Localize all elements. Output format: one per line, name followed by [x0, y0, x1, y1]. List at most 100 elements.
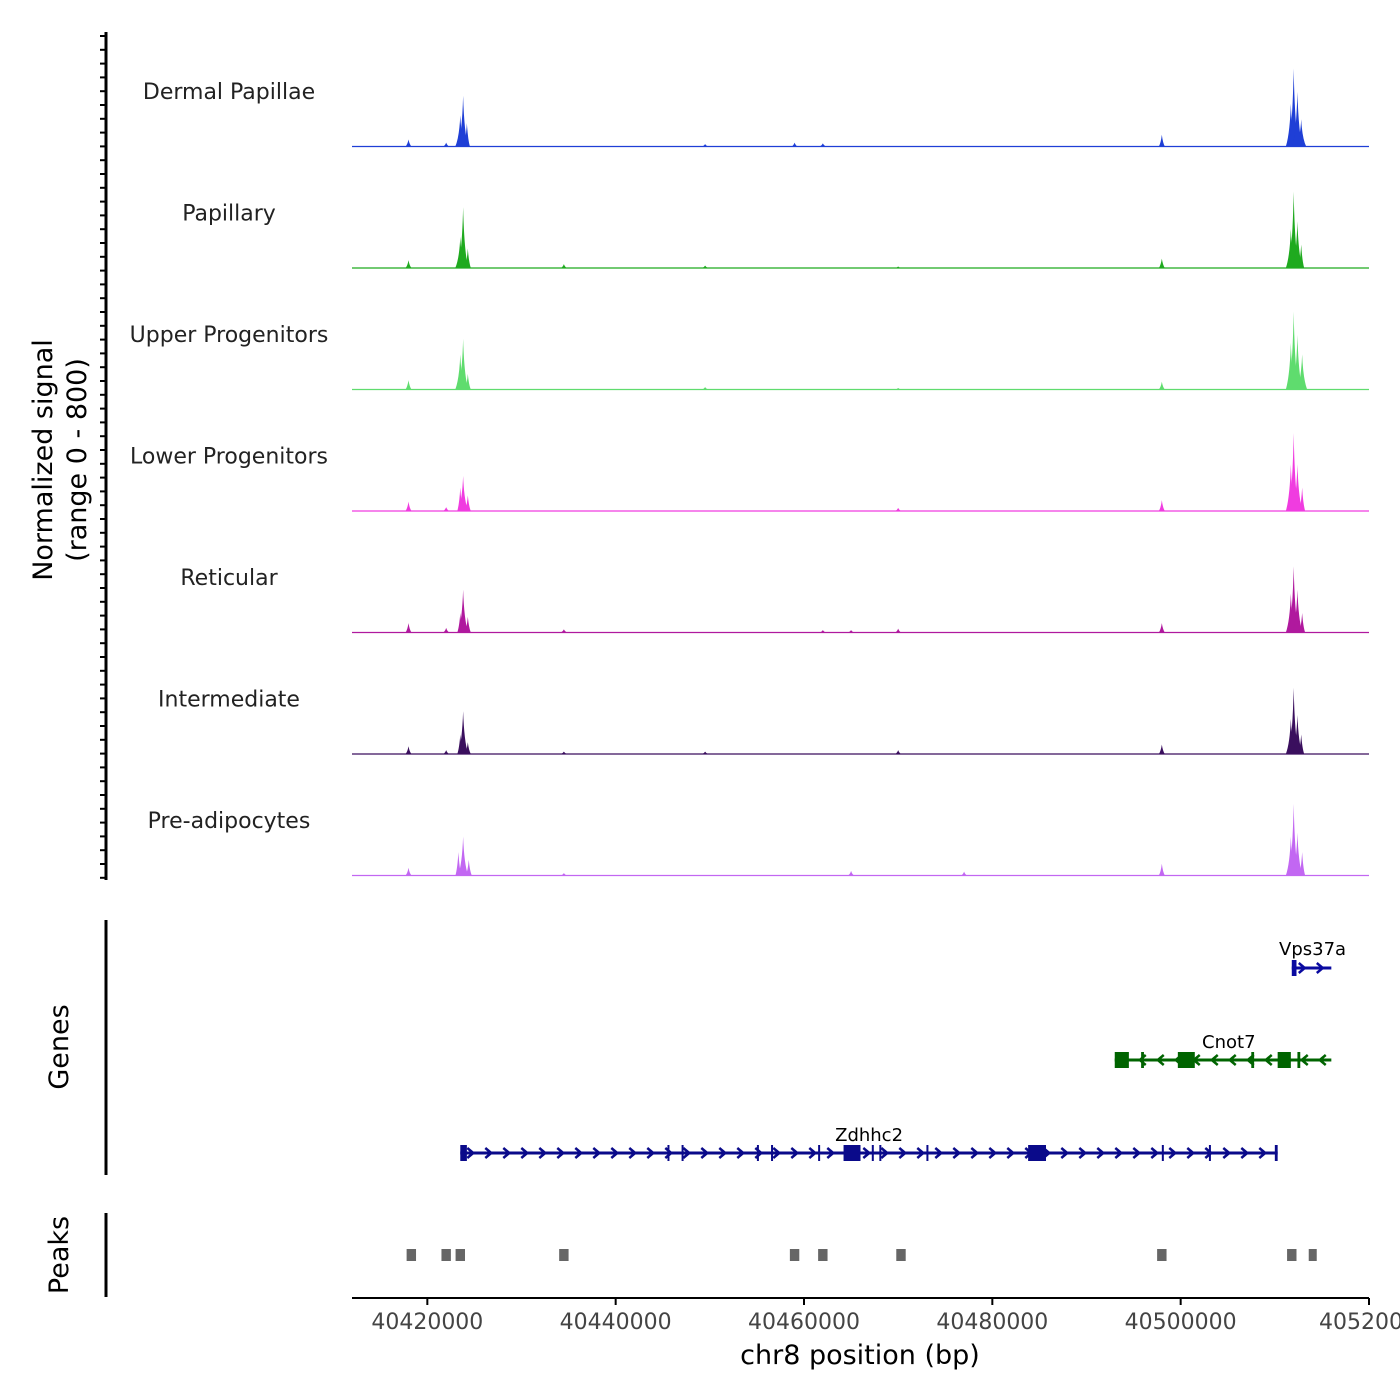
strand-chevron: [1155, 1054, 1165, 1066]
signal-peak: [1298, 244, 1305, 268]
signal-peak: [1158, 134, 1165, 147]
signal-peak: [1158, 381, 1165, 390]
exon-thin: [1297, 1052, 1301, 1068]
signal-peak: [560, 873, 567, 876]
track-7: Pre-adipocytes: [148, 803, 1369, 877]
strand-chevron: [1299, 1054, 1309, 1066]
track-label: Intermediate: [158, 688, 300, 713]
signal-peak: [819, 630, 826, 633]
peak-region: [1308, 1249, 1317, 1261]
signal-tracks: Dermal Papillae Papillary Upper Progenitor…: [130, 68, 1369, 877]
exon-thin: [818, 1145, 821, 1161]
strand-chevron: [484, 1147, 494, 1159]
peak-region: [789, 1249, 800, 1261]
signal-peak: [458, 836, 469, 876]
signal-peak: [791, 142, 798, 147]
track-2: Papillary: [182, 191, 1369, 269]
signal-peak: [1158, 623, 1165, 633]
exon-thin: [879, 1145, 882, 1161]
gene-vps37a: Vps37a: [1279, 939, 1346, 976]
strand-chevron: [1222, 1147, 1232, 1159]
signal-peak: [961, 871, 968, 876]
signal-peak: [405, 139, 412, 147]
signal-peak: [405, 380, 412, 390]
strand-chevron: [1204, 1147, 1214, 1159]
signal-peak: [1292, 589, 1303, 633]
track-3: Upper Progenitors: [130, 311, 1369, 391]
track-4: Lower Progenitors: [130, 433, 1369, 512]
ylabel-line2: (range 0 - 800): [62, 358, 93, 562]
signal-peak: [405, 501, 412, 511]
exon-block: [843, 1145, 861, 1161]
strand-chevron: [1078, 1147, 1088, 1159]
signal-peak: [560, 264, 567, 268]
strand-chevron: [988, 1147, 998, 1159]
strand-chevron: [1096, 1147, 1106, 1159]
signal-peak: [895, 628, 902, 633]
strand-chevron: [1258, 1147, 1268, 1159]
strand-chevron: [970, 1147, 980, 1159]
signal-peak: [702, 144, 709, 147]
signal-peak: [458, 207, 469, 268]
exon-thin: [1251, 1052, 1255, 1068]
signal-peak: [1158, 744, 1165, 754]
signal-peak: [458, 338, 469, 390]
strand-chevron: [718, 1147, 728, 1159]
strand-chevron: [646, 1147, 656, 1159]
strand-chevron: [1168, 1147, 1178, 1159]
peak-region: [1287, 1249, 1297, 1261]
strand-chevron: [592, 1147, 602, 1159]
exon-thin: [460, 1145, 467, 1161]
peak-region: [441, 1249, 451, 1261]
signal-peak: [405, 623, 412, 633]
strand-chevron: [916, 1147, 926, 1159]
gene-label: Zdhhc2: [835, 1125, 903, 1146]
track-5: Reticular: [180, 566, 1369, 634]
strand-chevron: [1315, 962, 1325, 974]
exon-thin: [667, 1145, 670, 1161]
signal-peak: [464, 373, 471, 390]
signal-peak: [405, 746, 412, 754]
signal-peak: [1292, 832, 1303, 876]
strand-chevron: [772, 1147, 782, 1159]
peak-region: [406, 1249, 417, 1261]
signal-peak: [819, 143, 826, 147]
strand-chevron: [1227, 1054, 1237, 1066]
strand-chevron: [1114, 1147, 1124, 1159]
x-tick-label: 40500000: [1125, 1310, 1237, 1335]
signal-peak: [443, 507, 450, 511]
signal-peak: [458, 711, 469, 754]
gene-label: Cnot7: [1202, 1032, 1256, 1053]
signal-peak: [560, 751, 567, 754]
strand-chevron: [628, 1147, 638, 1159]
x-tick-label: 40420000: [371, 1310, 483, 1335]
signal-peak: [443, 627, 450, 633]
strand-chevron: [538, 1147, 548, 1159]
exon-thin: [681, 1145, 684, 1161]
peak-region: [818, 1249, 828, 1261]
exon-thin: [756, 1145, 759, 1161]
signal-peak: [1158, 500, 1165, 511]
exon-thin: [1161, 1145, 1164, 1161]
exon-block: [1177, 1052, 1195, 1068]
signal-peak: [702, 751, 709, 754]
strand-chevron: [880, 1147, 890, 1159]
exon-thin: [926, 1145, 929, 1161]
gene-annotations: Vps37a Cnot7 Zdhhc2: [460, 939, 1346, 1161]
track-6: Intermediate: [158, 688, 1369, 755]
signal-peak: [464, 248, 471, 268]
strand-chevron: [1186, 1147, 1196, 1159]
signal-peak: [458, 589, 469, 633]
strand-chevron: [1263, 1054, 1273, 1066]
signal-peak: [1297, 354, 1308, 390]
signal-peak: [702, 265, 709, 268]
strand-chevron: [556, 1147, 566, 1159]
exon-thin: [1291, 960, 1297, 976]
strand-chevron: [934, 1147, 944, 1159]
signal-peak: [848, 630, 855, 633]
signal-peak: [1299, 852, 1306, 876]
gene-label: Vps37a: [1279, 939, 1346, 960]
signal-peak: [895, 266, 902, 268]
track-label: Dermal Papillae: [143, 80, 315, 105]
